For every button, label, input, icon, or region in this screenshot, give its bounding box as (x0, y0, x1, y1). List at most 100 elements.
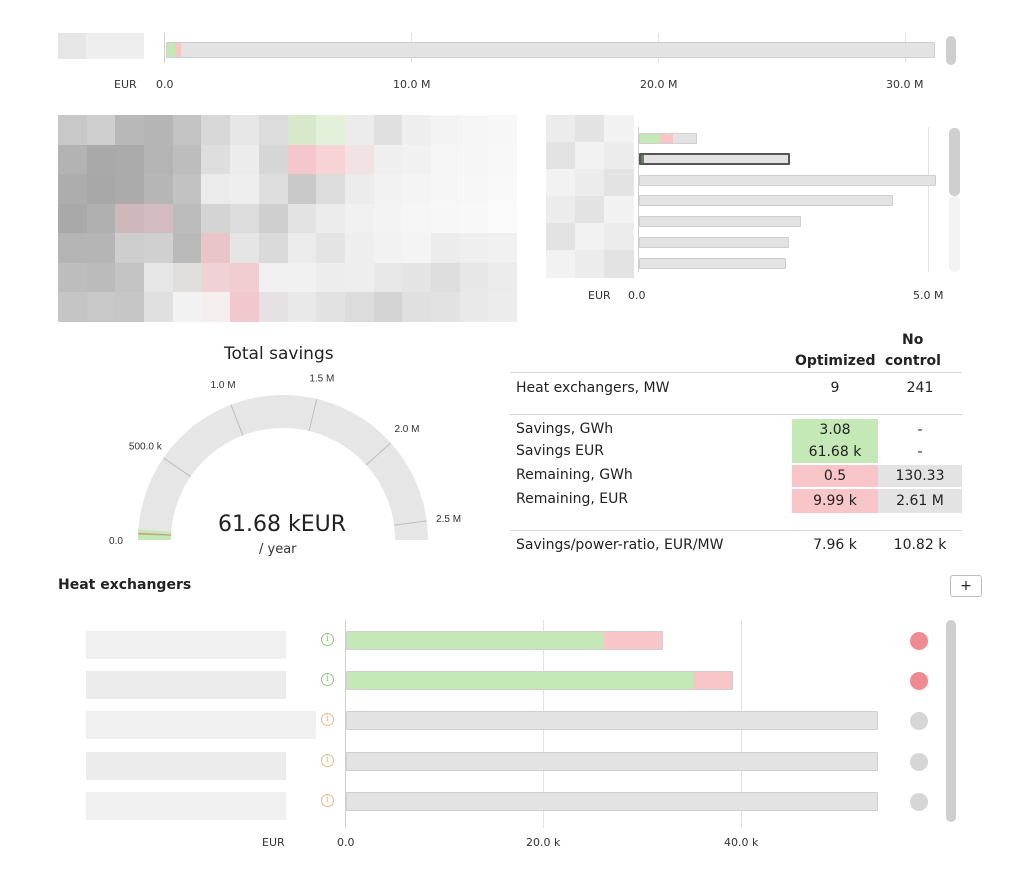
row-remaining-gwh-nocontrol: 130.33 (878, 465, 962, 487)
heatmap-cell (316, 203, 347, 235)
heatmap-cell (86, 292, 117, 322)
heatmap-cell (144, 292, 175, 322)
top-chart-axis-line (164, 33, 165, 63)
side-chart-unit-label: EUR (588, 289, 611, 302)
side-chart-gridline (928, 127, 929, 272)
heatmap-cell (430, 174, 461, 206)
side-chart-scrollbar[interactable] (949, 128, 960, 196)
heatmap-cell (459, 174, 490, 206)
gauge-tick-label: 0.0 (109, 536, 123, 547)
info-icon[interactable]: i (321, 633, 334, 646)
heatmap-cell (430, 233, 461, 265)
hx-bar[interactable] (346, 752, 878, 771)
heatmap-cell (402, 115, 433, 146)
heatmap-cell (86, 233, 117, 265)
hx-bar[interactable] (346, 671, 733, 690)
status-dot (910, 753, 928, 771)
hx-scrollbar[interactable] (946, 620, 956, 822)
hx-row-label-blurred (86, 711, 316, 739)
hx-row-label-blurred (86, 792, 286, 820)
heatmap-cell (115, 144, 146, 176)
heatmap-cell (230, 203, 261, 235)
info-icon[interactable]: i (321, 754, 334, 767)
heatmap-cell (86, 115, 117, 146)
heatmap-cell (430, 292, 461, 322)
heatmap-cell (115, 233, 146, 265)
side-label-cell (575, 142, 605, 170)
top-chart-scrollbar[interactable] (946, 36, 956, 65)
col-header-optimized: Optimized (795, 353, 876, 369)
heatmap-cell (344, 174, 375, 206)
top-chart-tick: 10.0 M (393, 78, 431, 91)
hx-bar[interactable] (346, 792, 878, 811)
row-ratio-nocontrol: 10.82 k (893, 537, 947, 553)
heatmap-cell (58, 262, 88, 294)
top-chart-unit-label: EUR (114, 78, 137, 91)
side-label-cell (604, 142, 634, 170)
hx-bar[interactable] (346, 631, 663, 650)
side-bar[interactable] (639, 258, 786, 269)
section-title: Heat exchangers (58, 577, 192, 593)
heatmap-cell (230, 144, 261, 176)
side-label-cell (546, 250, 576, 278)
heatmap-cell (373, 203, 404, 235)
heatmap-cell (459, 203, 490, 235)
gauge-title: Total savings (224, 344, 334, 364)
add-heat-exchanger-button[interactable]: + (950, 575, 982, 597)
heatmap-cell (86, 174, 117, 206)
side-bar[interactable] (639, 153, 790, 165)
heatmap-cell (488, 262, 517, 294)
heatmap-cell (488, 144, 517, 176)
heatmap-cell (258, 144, 289, 176)
row-heat-exchangers-label: Heat exchangers, MW (516, 380, 670, 396)
heatmap-cell (230, 174, 261, 206)
heatmap-cell (58, 115, 88, 146)
info-icon[interactable]: i (321, 673, 334, 686)
heatmap-cell (172, 233, 203, 265)
heatmap-cell (230, 115, 261, 146)
heatmap-cell (172, 144, 203, 176)
side-label-cell (604, 223, 634, 251)
side-bar[interactable] (639, 237, 789, 248)
heatmap-cell (373, 292, 404, 322)
side-label-cell (546, 142, 576, 170)
heatmap-cell (230, 292, 261, 322)
heatmap-cell (287, 292, 318, 322)
heatmap-cell (115, 292, 146, 322)
heatmap-cell (287, 174, 318, 206)
row-savings-gwh-label: Savings, GWh (516, 421, 614, 437)
side-label-cell (546, 223, 576, 251)
heatmap-cell (115, 203, 146, 235)
heatmap-cell (201, 115, 232, 146)
gauge-unit: / year (259, 542, 297, 557)
side-chart-tick: 0.0 (628, 289, 646, 302)
heatmap-cell (488, 292, 517, 322)
hx-bar[interactable] (346, 711, 878, 730)
side-bar[interactable] (639, 216, 801, 227)
status-dot (910, 672, 928, 690)
top-total-bar[interactable] (166, 42, 935, 58)
heatmap-cell (402, 233, 433, 265)
hx-labels-blurred (86, 630, 316, 825)
hx-savings-segment (347, 672, 694, 689)
table-divider (510, 414, 962, 415)
gauge-track (138, 395, 428, 540)
gauge-tick-line (393, 520, 427, 526)
gauge-svg: 0.0 500.0 k 1.0 M 1.5 M 2.0 M 2.5 M (109, 374, 461, 547)
heatmap-cell (144, 174, 175, 206)
heatmap-cell (230, 233, 261, 265)
side-bar-remaining-segment (660, 134, 673, 143)
info-icon[interactable]: i (321, 713, 334, 726)
heatmap-cell (344, 115, 375, 146)
col-header-no: No (902, 332, 924, 348)
top-chart-tick: 0.0 (156, 78, 174, 91)
side-bar[interactable] (639, 195, 893, 206)
heatmap-cell (287, 262, 318, 294)
side-bar[interactable] (639, 175, 936, 186)
hx-unit-label: EUR (262, 836, 285, 849)
heatmap-cell (316, 233, 347, 265)
top-chart-label-blurred (58, 33, 86, 59)
info-icon[interactable]: i (321, 794, 334, 807)
heatmap-chart[interactable] (58, 115, 517, 322)
heatmap-cell (316, 262, 347, 294)
